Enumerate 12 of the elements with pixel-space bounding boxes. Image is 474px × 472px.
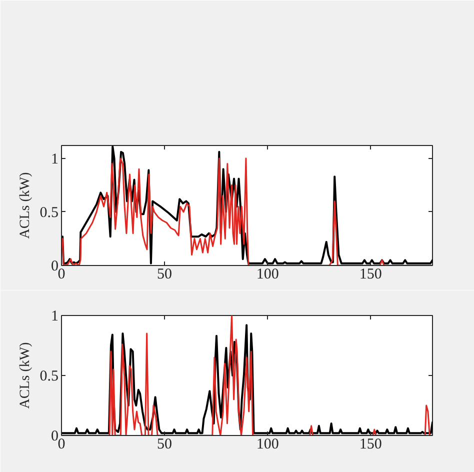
x-tick-label: 50 — [157, 436, 172, 452]
x-tick-label: 150 — [359, 266, 382, 282]
y-axis-title: ACLs (kW) — [18, 172, 33, 239]
y-tick-label: 0.5 — [40, 204, 58, 221]
y-tick-label: 1 — [51, 151, 58, 168]
y-tick-label: 0.5 — [40, 368, 58, 384]
y-tick-label: 1 — [51, 308, 58, 324]
x-tick-label: 100 — [256, 436, 279, 452]
x-tick-label: 100 — [256, 266, 279, 282]
x-tick-label: 150 — [359, 436, 382, 452]
y-axis-title: ACLs (kW) — [18, 342, 33, 409]
x-tick-label: 50 — [157, 266, 172, 282]
